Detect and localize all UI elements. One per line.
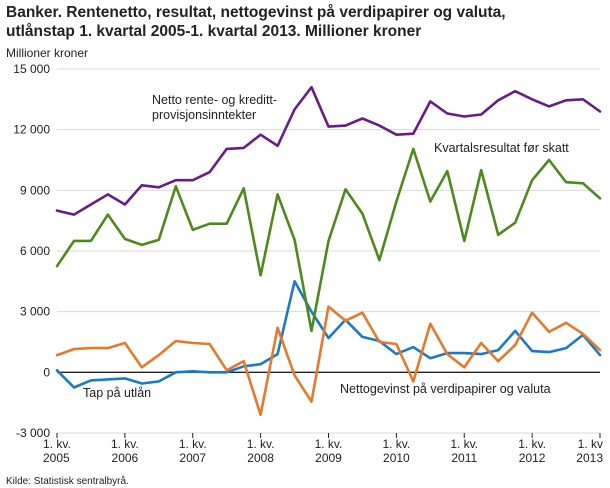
y-tick-label: 3 000 (20, 305, 50, 319)
y-axis-tick-labels: -3 000 0 3 000 6 000 9 000 12 000 15 000 (13, 62, 50, 440)
x-tick-label-quarter: 1. kv. (450, 437, 478, 451)
y-tick-label: -3 000 (16, 426, 50, 440)
series-lines (55, 85, 602, 417)
series-annotations: Netto rente- og kreditt-provisjonsinntek… (83, 93, 569, 400)
y-tick-label: 0 (43, 365, 50, 379)
source-note: Kilde: Statistisk sentralbyrå. (6, 475, 129, 487)
series-annotation-2: Nettogevinst på verdipapirer og valuta (340, 382, 551, 396)
x-tick-label-quarter: 1. kv. (382, 437, 410, 451)
y-tick-label: 12 000 (13, 123, 50, 137)
x-tick-label-quarter: 1. kv. (518, 437, 546, 451)
x-tick-label-quarter: 1. kv. (111, 437, 139, 451)
x-tick-label-year: 2008 (247, 451, 274, 465)
x-tick-label-quarter: 1. kv. (43, 437, 71, 451)
y-tick-label: 9 000 (20, 183, 50, 197)
x-tick-label-quarter: 1. kv. (247, 437, 275, 451)
x-tick-label-year: 2006 (112, 451, 139, 465)
series-annotation-0: Netto rente- og kreditt- (152, 93, 277, 107)
x-tick-label-year: 2009 (315, 451, 342, 465)
series-annotation-1: Kvartalsresultat før skatt (434, 141, 569, 155)
x-tick-label-year: 2005 (43, 451, 70, 465)
series-annotation-3: Tap på utlån (83, 386, 151, 400)
x-tick-label-quarter: 1. kv. (179, 437, 207, 451)
x-tick-label-year: 2013 (576, 451, 603, 465)
chart-title-line-2: utlånstap 1. kvartal 2005-1. kvartal 201… (6, 23, 421, 40)
x-tick-label-year: 2011 (451, 451, 477, 465)
y-axis-unit-label: Millioner kroner (6, 46, 88, 60)
series-line-2 (55, 305, 602, 417)
x-tick-label-year: 2012 (519, 451, 546, 465)
y-tick-label: 6 000 (20, 244, 50, 258)
x-tick-label-quarter: 1. kv. (315, 437, 343, 451)
x-tick-label-year: 2010 (383, 451, 410, 465)
series-line-1 (55, 147, 602, 333)
y-tick-label: 15 000 (13, 62, 50, 76)
series-annotation-0: provisjonsinntekter (152, 108, 256, 122)
x-tick-label-year: 2007 (179, 451, 206, 465)
chart-title-line-1: Banker. Rentenetto, resultat, nettogevin… (6, 4, 506, 21)
series-line-0 (55, 85, 602, 216)
x-tick-label-quarter: 1. kv (578, 437, 603, 451)
series-line-3 (55, 279, 602, 389)
